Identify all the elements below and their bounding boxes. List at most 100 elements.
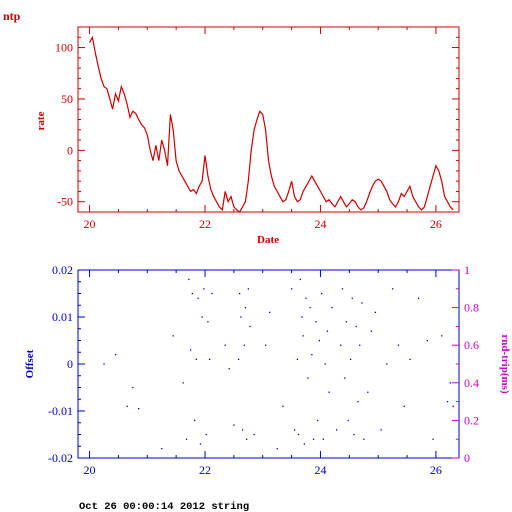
- offset-point: [299, 278, 301, 281]
- rate-y-tick-label: 50: [61, 92, 73, 106]
- offset-point: [370, 330, 372, 332]
- rate-y-ticks: 100 50 0 -50: [55, 26, 459, 213]
- offset-point: [207, 321, 209, 323]
- offset-point: [397, 344, 400, 346]
- rate-chart: 20 22 24 26 100 50 0 -50 Date rate: [35, 26, 460, 246]
- offset-point: [293, 429, 296, 431]
- offset-point: [336, 429, 338, 431]
- offset-point: [311, 354, 313, 356]
- offset-point: [203, 288, 205, 290]
- offset-point: [328, 391, 330, 393]
- rate-x-tick-label: 26: [430, 217, 442, 231]
- offset-point: [307, 377, 309, 379]
- offset-point: [324, 363, 326, 365]
- rate-x-tick-label: 20: [84, 217, 96, 231]
- offset-point: [249, 325, 251, 328]
- rate-series-line: [88, 35, 454, 213]
- offset-point: [265, 344, 267, 346]
- offset-point: [340, 344, 342, 346]
- offset-y-tick-label: -0.02: [48, 451, 73, 465]
- offset-point: [418, 297, 420, 299]
- offset-point: [237, 358, 240, 360]
- offset-y-tick-label: 0: [67, 357, 73, 371]
- offset-point: [349, 358, 352, 360]
- offset-point: [239, 292, 241, 295]
- offset-point: [301, 316, 303, 318]
- offset-point: [247, 288, 249, 290]
- page-title: ntp: [3, 9, 21, 23]
- offset-point: [291, 288, 293, 290]
- offset-point: [276, 448, 278, 450]
- offset-point: [172, 335, 174, 337]
- offset-point: [392, 288, 394, 290]
- offset-point: [374, 311, 376, 313]
- offset-y-ticks: 0.02 0.01 0 -0.01 -0.02: [48, 263, 85, 465]
- offset-point: [224, 344, 226, 346]
- offset-point: [138, 408, 140, 410]
- offset-point: [228, 368, 230, 370]
- offset-point: [269, 311, 271, 313]
- offset-point: [380, 429, 382, 431]
- offset-point: [185, 438, 188, 440]
- offset-point: [246, 438, 248, 440]
- offset-point: [205, 433, 207, 436]
- offset-point: [452, 405, 454, 407]
- offset-point: [302, 335, 304, 337]
- offset-point: [331, 307, 333, 309]
- offset-point: [312, 438, 315, 440]
- offset-point: [367, 391, 369, 393]
- offset-point: [353, 433, 355, 436]
- offset-point: [317, 419, 319, 422]
- offset-point: [426, 339, 428, 342]
- offset-y-tick-label: -0.01: [48, 404, 73, 418]
- rate-x-axis-label: Date: [257, 234, 279, 246]
- roundtrip-y2-tick-label: 0: [464, 451, 470, 465]
- offset-point: [403, 405, 405, 407]
- rate-plot-frame: [77, 26, 460, 213]
- offset-point: [194, 419, 196, 422]
- offset-x-tick-label: 22: [199, 463, 211, 477]
- offset-point: [322, 438, 324, 440]
- offset-point: [344, 377, 346, 379]
- offset-point: [326, 330, 329, 332]
- offset-points: [103, 278, 454, 450]
- rate-x-tick-label: 22: [199, 217, 211, 231]
- offset-chart: 20 22 24 26 0.02 0.01 0 -0.01 -0.02 1 0.8 0.6 0.4 0…: [24, 263, 511, 477]
- offset-point: [345, 321, 348, 323]
- offset-y-axis-label: Offset: [24, 349, 36, 378]
- offset-point: [253, 433, 255, 436]
- offset-point: [361, 302, 363, 304]
- offset-point: [321, 292, 323, 295]
- offset-point: [201, 316, 203, 318]
- offset-point: [188, 278, 190, 281]
- offset-point: [103, 363, 105, 365]
- rate-y-tick-label: 100: [55, 41, 73, 55]
- offset-point: [191, 292, 193, 295]
- offset-point: [446, 401, 449, 403]
- offset-point: [132, 386, 134, 389]
- offset-point: [386, 363, 388, 365]
- offset-point: [318, 339, 320, 342]
- offset-point: [441, 335, 443, 337]
- roundtrip-y2-tick-label: 0.6: [464, 338, 479, 352]
- offset-x-tick-label: 24: [314, 463, 326, 477]
- offset-point: [351, 297, 353, 299]
- offset-point: [296, 358, 299, 360]
- rate-x-ticks: 20 22 24 26: [84, 27, 442, 231]
- offset-point: [303, 443, 305, 445]
- offset-point: [243, 344, 245, 346]
- offset-y-tick-label: 0.01: [52, 310, 73, 324]
- offset-point: [195, 358, 197, 360]
- offset-point: [126, 405, 128, 407]
- offset-x-tick-label: 20: [84, 463, 96, 477]
- roundtrip-y2-ticks: 1 0.8 0.6 0.4 0.2 0: [452, 263, 479, 465]
- offset-point: [357, 401, 359, 403]
- offset-point: [197, 297, 199, 299]
- roundtrip-y2-tick-label: 0.4: [464, 376, 479, 390]
- offset-point: [182, 382, 184, 384]
- offset-x-ticks: 20 22 24 26: [84, 270, 442, 477]
- offset-point: [241, 429, 244, 431]
- offset-point: [233, 424, 235, 426]
- offset-point: [297, 433, 300, 436]
